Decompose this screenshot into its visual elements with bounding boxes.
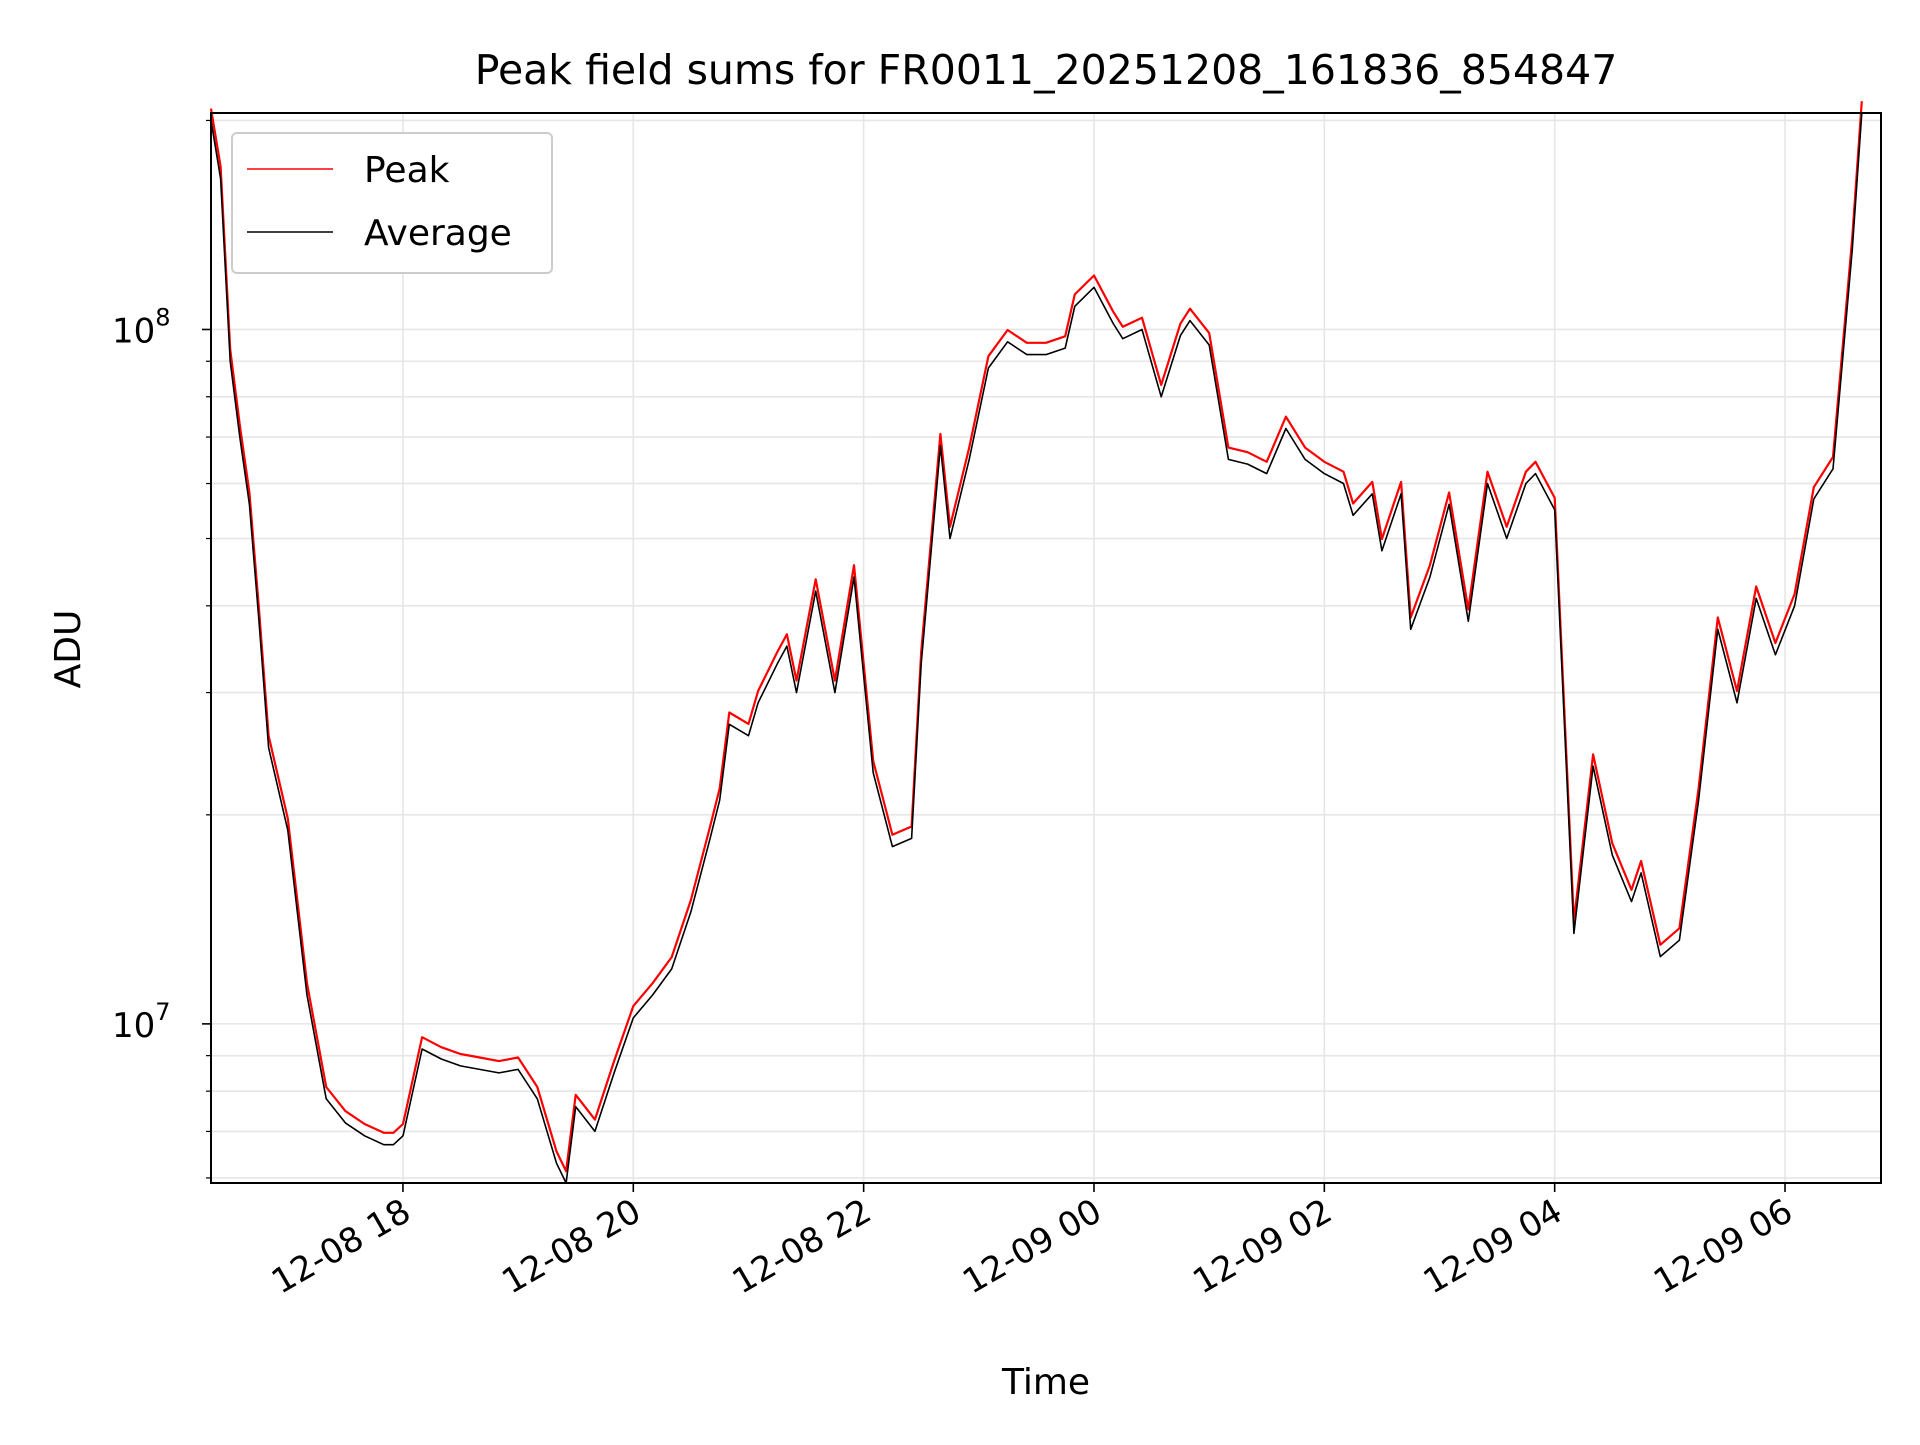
series-line-average (210, 112, 1863, 1184)
legend: Peak Average (231, 132, 553, 274)
chart-title: Peak field sums for FR0011_20251208_1618… (475, 46, 1618, 94)
y-axis-label: ADU (48, 610, 89, 689)
grid-lines (211, 113, 1881, 1183)
plot-frame (210, 112, 1882, 1184)
x-axis-label: Time (1001, 1362, 1090, 1403)
legend-box (231, 132, 553, 274)
legend-label-average: Average (364, 213, 512, 254)
legend-label-peak: Peak (364, 150, 450, 191)
plot-series (209, 101, 1863, 1184)
